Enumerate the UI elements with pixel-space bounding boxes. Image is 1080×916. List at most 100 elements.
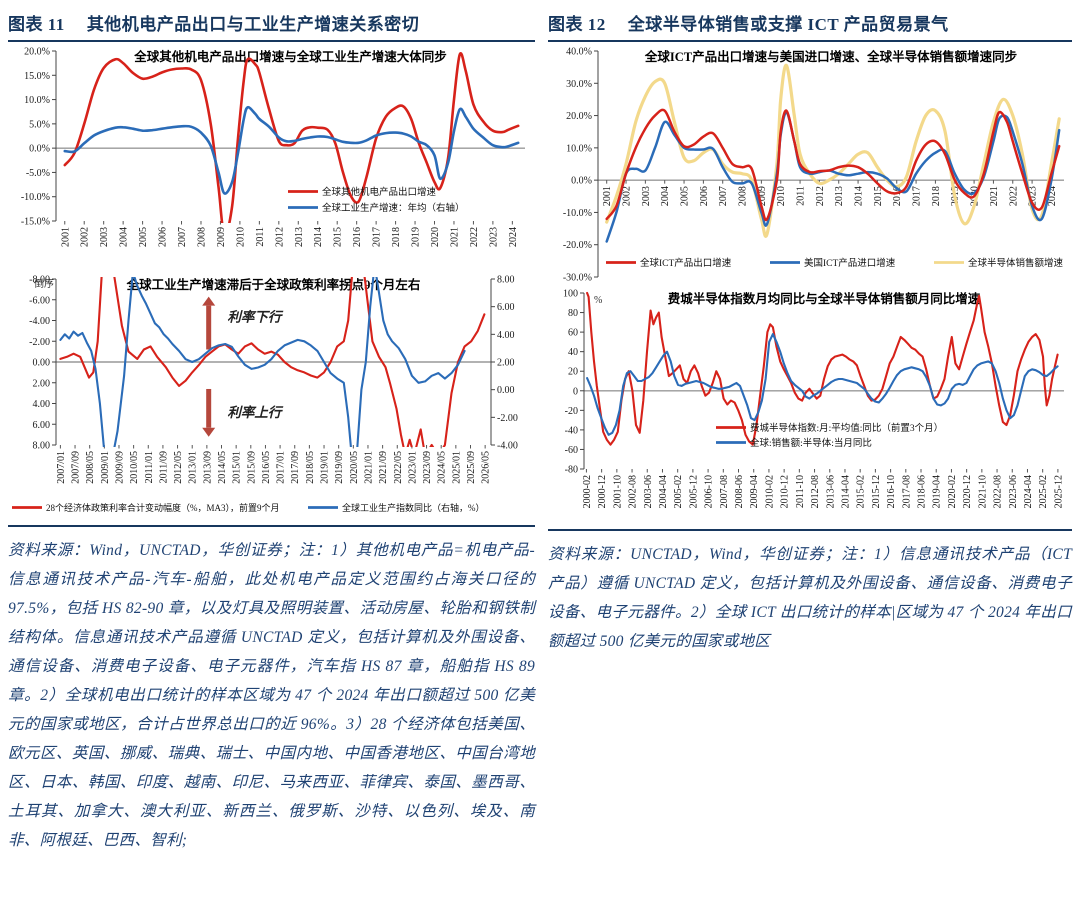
svg-text:20.0%: 20.0% [566, 111, 592, 122]
svg-text:2017: 2017 [912, 186, 923, 206]
svg-text:2013-06: 2013-06 [825, 475, 836, 508]
svg-text:2002-08: 2002-08 [628, 475, 639, 508]
svg-text:2004-04: 2004-04 [658, 475, 669, 508]
svg-text:2015-12: 2015-12 [871, 475, 882, 508]
svg-text:2018: 2018 [931, 186, 942, 206]
figure-12-charts: 40.0% 30.0% 20.0% 10.0% 0.0% -10.0% -20.0% -30.… [548, 45, 1072, 523]
svg-text:8.00: 8.00 [497, 275, 515, 286]
svg-text:全球半导体销售额增速: 全球半导体销售额增速 [968, 257, 1064, 269]
svg-text:2000-12: 2000-12 [597, 475, 608, 508]
svg-text:费城半导体指数:月:平均值:同比（前置3个月）: 费城半导体指数:月:平均值:同比（前置3个月） [750, 422, 943, 434]
svg-text:2020-12: 2020-12 [962, 475, 973, 508]
svg-text:28个经济体政策利率合计变动幅度（%，MA3），前置9个月: 28个经济体政策利率合计变动幅度（%，MA3），前置9个月 [46, 502, 280, 513]
svg-text:2010: 2010 [235, 227, 246, 247]
svg-text:利率上行: 利率上行 [227, 405, 283, 420]
svg-text:2023/09: 2023/09 [422, 451, 433, 484]
svg-text:全球其他机电产品出口增速: 全球其他机电产品出口增速 [322, 186, 437, 198]
svg-text:2022-08: 2022-08 [993, 475, 1004, 508]
svg-text:-15.0%: -15.0% [21, 217, 50, 228]
svg-text:2001: 2001 [602, 186, 613, 206]
svg-text:2011: 2011 [796, 186, 807, 206]
figure-11-title: 其他机电产品出口与工业生产增速关系密切 [86, 15, 420, 34]
svg-text:2008-06: 2008-06 [734, 475, 745, 508]
svg-text:2012-08: 2012-08 [810, 475, 821, 508]
svg-text:2005-02: 2005-02 [673, 475, 684, 508]
svg-text:0.00: 0.00 [497, 385, 515, 396]
svg-text:2014-04: 2014-04 [840, 475, 851, 508]
svg-text:2025/01: 2025/01 [451, 451, 462, 484]
svg-text:4.00: 4.00 [497, 330, 515, 341]
svg-text:2002: 2002 [622, 186, 633, 206]
figure-11-header: 图表 11 其他机电产品出口与工业生产增速关系密切 [8, 8, 535, 42]
svg-text:2000-02: 2000-02 [582, 475, 593, 508]
svg-text:利率下行: 利率下行 [227, 310, 283, 325]
svg-text:2005: 2005 [680, 186, 691, 206]
svg-text:2018/05: 2018/05 [305, 451, 316, 484]
svg-text:2014: 2014 [854, 186, 865, 206]
svg-text:40: 40 [568, 347, 578, 358]
svg-text:2021/09: 2021/09 [378, 451, 389, 484]
svg-text:2021: 2021 [989, 186, 1000, 206]
svg-text:2019: 2019 [411, 227, 422, 247]
svg-text:-2.00: -2.00 [29, 337, 50, 348]
svg-text:2006: 2006 [699, 186, 710, 206]
svg-text:2011: 2011 [255, 227, 266, 247]
svg-text:2013: 2013 [834, 186, 845, 206]
svg-text:2021-10: 2021-10 [977, 475, 988, 508]
svg-text:2011/01: 2011/01 [144, 451, 155, 483]
svg-text:2024: 2024 [1047, 186, 1058, 206]
svg-text:10.0%: 10.0% [566, 143, 592, 154]
svg-text:2012: 2012 [274, 227, 285, 247]
svg-text:2023: 2023 [1028, 186, 1039, 206]
svg-text:2003: 2003 [641, 186, 652, 206]
svg-text:2008/05: 2008/05 [85, 451, 96, 484]
svg-text:2013/09: 2013/09 [202, 451, 213, 484]
svg-text:2024/05: 2024/05 [437, 451, 448, 484]
svg-text:2017/01: 2017/01 [276, 451, 287, 484]
svg-text:2017/09: 2017/09 [290, 451, 301, 484]
svg-text:2021: 2021 [449, 227, 460, 247]
svg-text:-4.00: -4.00 [29, 316, 50, 327]
svg-text:8.00: 8.00 [33, 441, 51, 452]
svg-text:-60: -60 [565, 445, 578, 456]
svg-text:2007: 2007 [177, 227, 188, 247]
svg-text:全球工业生产增速滞后于全球政策利率拐点9个月左右: 全球工业生产增速滞后于全球政策利率拐点9个月左右 [126, 277, 421, 292]
svg-text:20: 20 [568, 367, 578, 378]
svg-text:30.0%: 30.0% [566, 79, 592, 90]
svg-text:2021/01: 2021/01 [363, 451, 374, 484]
svg-text:5.0%: 5.0% [29, 119, 50, 130]
svg-text:2003: 2003 [99, 227, 110, 247]
svg-text:80: 80 [568, 308, 578, 319]
svg-text:2009/01: 2009/01 [100, 451, 111, 484]
svg-text:2022/05: 2022/05 [393, 451, 404, 484]
svg-text:美国ICT产品进口增速: 美国ICT产品进口增速 [804, 257, 896, 269]
svg-text:2004: 2004 [660, 186, 671, 206]
svg-text:2002: 2002 [80, 227, 91, 247]
svg-text:10.0%: 10.0% [24, 95, 50, 106]
svg-text:-10.0%: -10.0% [21, 192, 50, 203]
chart-sox-index-vs-semiconductor-sales: 100 80 60 40 20 0 -20 -40 -60 -80 2000-02 2000-12 20… [563, 289, 1064, 509]
svg-text:2020: 2020 [430, 227, 441, 247]
svg-text:0: 0 [573, 386, 578, 397]
svg-text:2023: 2023 [488, 227, 499, 247]
svg-text:2010/05: 2010/05 [129, 451, 140, 484]
svg-text:2025-02: 2025-02 [1038, 475, 1049, 508]
svg-text:2024-04: 2024-04 [1023, 475, 1034, 508]
svg-text:2025-12: 2025-12 [1053, 475, 1064, 508]
svg-text:2007: 2007 [718, 186, 729, 206]
svg-text:-20.0%: -20.0% [563, 240, 592, 251]
svg-text:2006-10: 2006-10 [704, 475, 715, 508]
svg-text:15.0%: 15.0% [24, 71, 50, 82]
svg-text:2010: 2010 [776, 186, 787, 206]
svg-text:2.00: 2.00 [33, 378, 51, 389]
svg-text:2015: 2015 [873, 186, 884, 206]
svg-text:2025/09: 2025/09 [466, 451, 477, 484]
svg-text:0.0%: 0.0% [571, 176, 592, 187]
figure-12-source-note: 资料来源：UNCTAD，Wind，华创证券；注：1）信息通讯技术产品（ICT 产… [548, 546, 1072, 650]
figure-12-divider [548, 529, 1072, 531]
figure-11-source-note: 资料来源：Wind，UNCTAD，华创证券；注：1）其他机电产品=机电产品-信息… [8, 542, 535, 849]
svg-text:2026/05: 2026/05 [481, 451, 492, 484]
svg-text:2010-02: 2010-02 [764, 475, 775, 508]
svg-text:费城半导体指数月均同比与全球半导体销售额月同比增速: 费城半导体指数月均同比与全球半导体销售额月同比增速 [668, 291, 981, 306]
